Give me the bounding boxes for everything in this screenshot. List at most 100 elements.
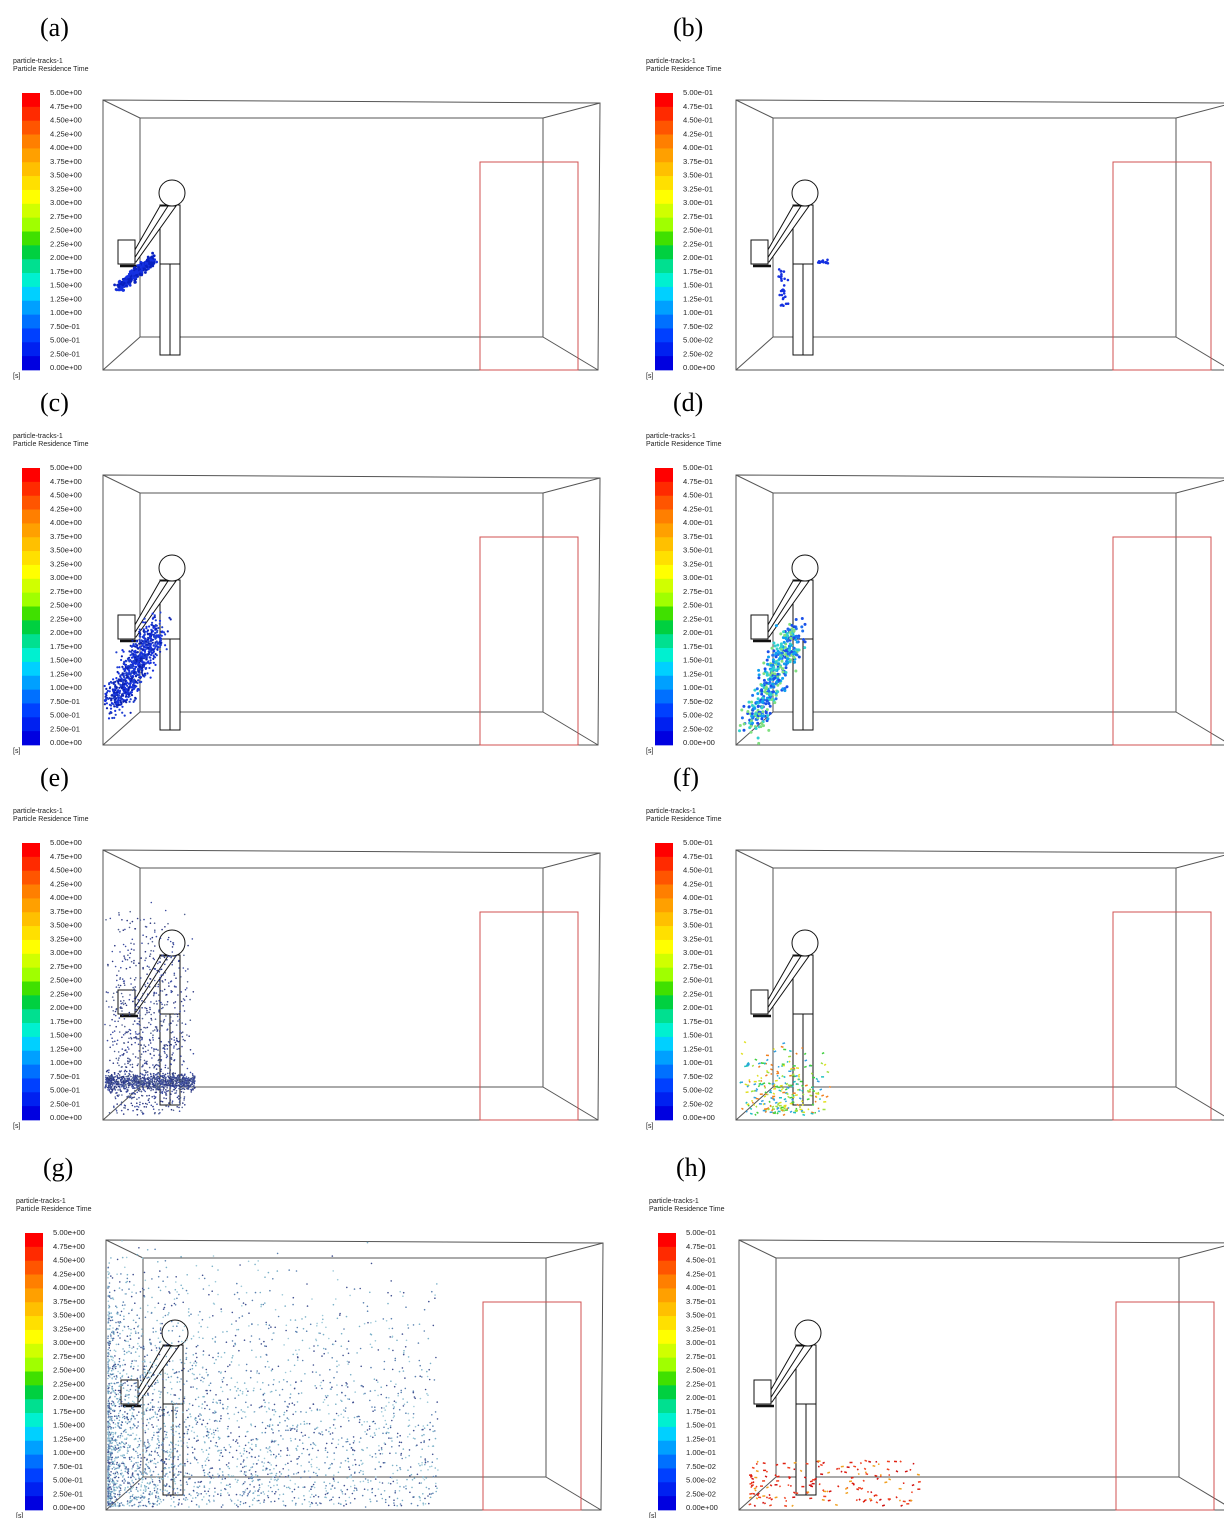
particle: [208, 1354, 210, 1356]
particle: [331, 1386, 333, 1388]
colorbar-band: [22, 121, 40, 135]
particle: [393, 1481, 395, 1483]
particle: [758, 1063, 761, 1064]
particle: [111, 1084, 113, 1086]
particle: [121, 1101, 123, 1103]
particle: [139, 1021, 141, 1023]
particle: [122, 1014, 124, 1016]
particle: [121, 1024, 123, 1026]
particle: [173, 1405, 175, 1407]
particle: [141, 1037, 143, 1039]
particle: [165, 979, 167, 981]
particle: [222, 1404, 224, 1406]
particle: [155, 1382, 157, 1384]
scale-label: 2.75e-01: [683, 962, 713, 971]
particle: [313, 1432, 315, 1434]
room-edge: [546, 1477, 601, 1510]
particle: [135, 655, 137, 657]
colorbar-band: [22, 940, 40, 954]
particle: [164, 1044, 166, 1046]
particle: [272, 1432, 274, 1434]
particle: [141, 1066, 143, 1068]
particle: [154, 945, 156, 947]
particle: [123, 282, 126, 285]
particle: [290, 1371, 292, 1373]
particle: [105, 1075, 107, 1077]
particle: [113, 1083, 115, 1085]
particle: [346, 1477, 348, 1479]
particle: [166, 1004, 168, 1006]
particle: [270, 1451, 272, 1453]
particle: [185, 989, 187, 991]
colorbar-band: [655, 232, 673, 246]
particle: [332, 1270, 334, 1272]
particle: [121, 993, 123, 995]
particle: [167, 955, 169, 957]
particle: [784, 674, 787, 677]
particle: [147, 638, 149, 640]
particle: [131, 1098, 133, 1100]
particle: [171, 1109, 173, 1111]
particle: [258, 1455, 260, 1457]
particle: [109, 1047, 111, 1049]
colorbar-band: [22, 328, 40, 342]
particle: [111, 1079, 113, 1081]
scale-label: 3.25e+00: [50, 934, 82, 943]
particle: [177, 1495, 179, 1497]
particle: [273, 1384, 275, 1386]
particle: [123, 955, 125, 957]
particle: [787, 1087, 790, 1088]
particle: [152, 630, 154, 632]
particle: [144, 1060, 146, 1062]
particle: [168, 937, 170, 939]
particle: [221, 1379, 223, 1381]
particle: [333, 1377, 335, 1379]
particle: [179, 1019, 181, 1021]
particle: [756, 687, 759, 690]
particle: [140, 1464, 142, 1466]
scale-label: 2.50e-01: [683, 226, 713, 235]
particle: [133, 266, 136, 269]
particle: [138, 1038, 140, 1040]
particle: [122, 681, 124, 683]
particle: [132, 276, 135, 279]
particle: [166, 994, 168, 996]
particle: [255, 1474, 257, 1476]
particle: [116, 1112, 118, 1114]
particle: [160, 642, 162, 644]
particle: [131, 961, 133, 963]
person-head: [792, 930, 818, 956]
particle: [147, 982, 149, 984]
particle: [112, 1446, 114, 1448]
device: [118, 240, 135, 264]
particle: [789, 637, 792, 640]
particle: [166, 1094, 168, 1096]
particle: [341, 1385, 343, 1387]
particle: [161, 1069, 163, 1071]
particle: [149, 258, 152, 261]
particle: [304, 1373, 306, 1375]
particle: [184, 1433, 186, 1435]
particle: [154, 980, 156, 982]
particle: [310, 1504, 312, 1506]
colorbar-band: [655, 315, 673, 329]
scale-label: 4.00e-01: [683, 518, 713, 527]
particle: [112, 1340, 114, 1342]
particle: [146, 926, 148, 928]
particle: [202, 1319, 204, 1321]
particle: [111, 1019, 113, 1021]
particle: [761, 710, 764, 713]
particle: [114, 1086, 116, 1088]
particle: [143, 1113, 145, 1115]
colorbar-band: [22, 954, 40, 968]
particle: [350, 1486, 352, 1488]
particle: [122, 978, 124, 980]
particle: [105, 1082, 107, 1084]
scale-label: 2.50e-02: [683, 1099, 713, 1108]
particle: [118, 1073, 120, 1075]
particle: [145, 1280, 147, 1282]
particle: [309, 1506, 311, 1508]
particle: [140, 1505, 142, 1507]
particle: [265, 1432, 267, 1434]
particle: [150, 1001, 152, 1003]
